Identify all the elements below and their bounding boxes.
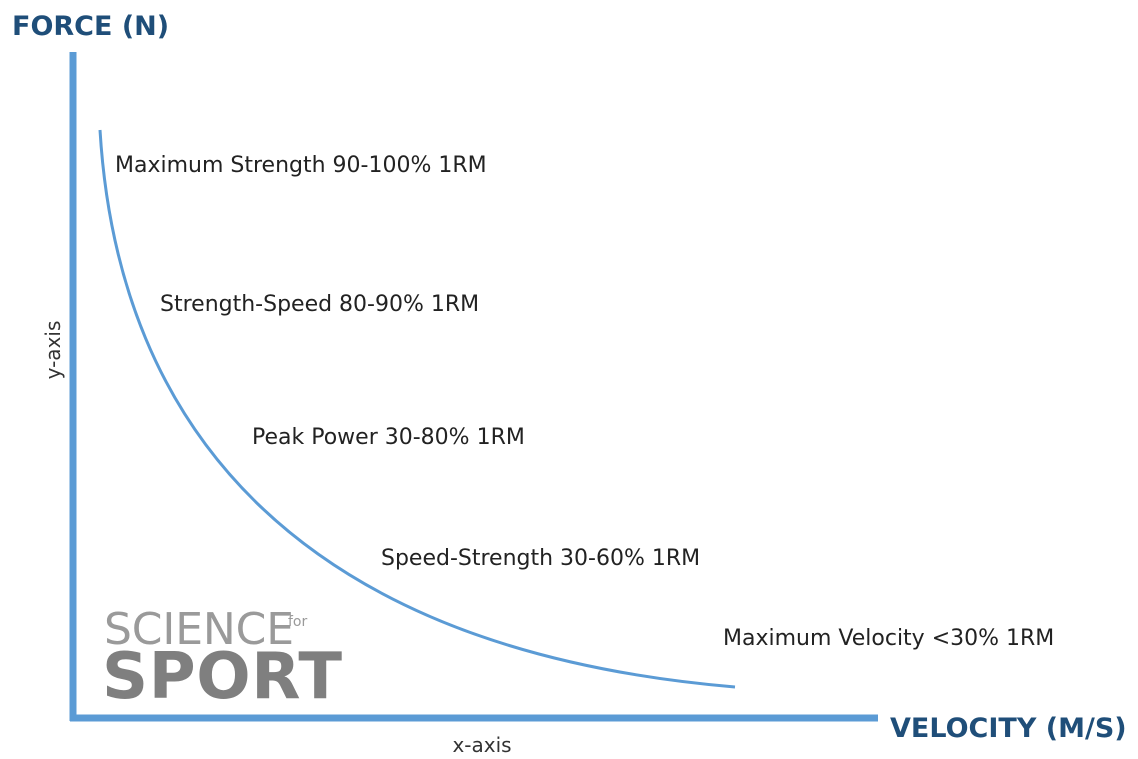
x-axis-title: VELOCITY (M/S) — [890, 713, 1127, 744]
y-axis-label: y-axis — [41, 321, 65, 380]
force-velocity-curve — [98, 129, 736, 689]
zone-label: Peak Power 30-80% 1RM — [252, 425, 525, 450]
zone-label: Maximum Strength 90-100% 1RM — [115, 153, 487, 178]
logo-small: for — [288, 614, 307, 630]
logo-bottom: SPORT — [102, 640, 342, 714]
y-axis-title: FORCE (N) — [12, 11, 169, 42]
zone-label: Maximum Velocity <30% 1RM — [723, 626, 1054, 651]
logo-top: SCIENCE — [104, 604, 294, 655]
zone-label: Strength-Speed 80-90% 1RM — [160, 292, 479, 317]
x-axis-label: x-axis — [452, 733, 511, 757]
zone-label: Speed-Strength 30-60% 1RM — [381, 546, 700, 571]
